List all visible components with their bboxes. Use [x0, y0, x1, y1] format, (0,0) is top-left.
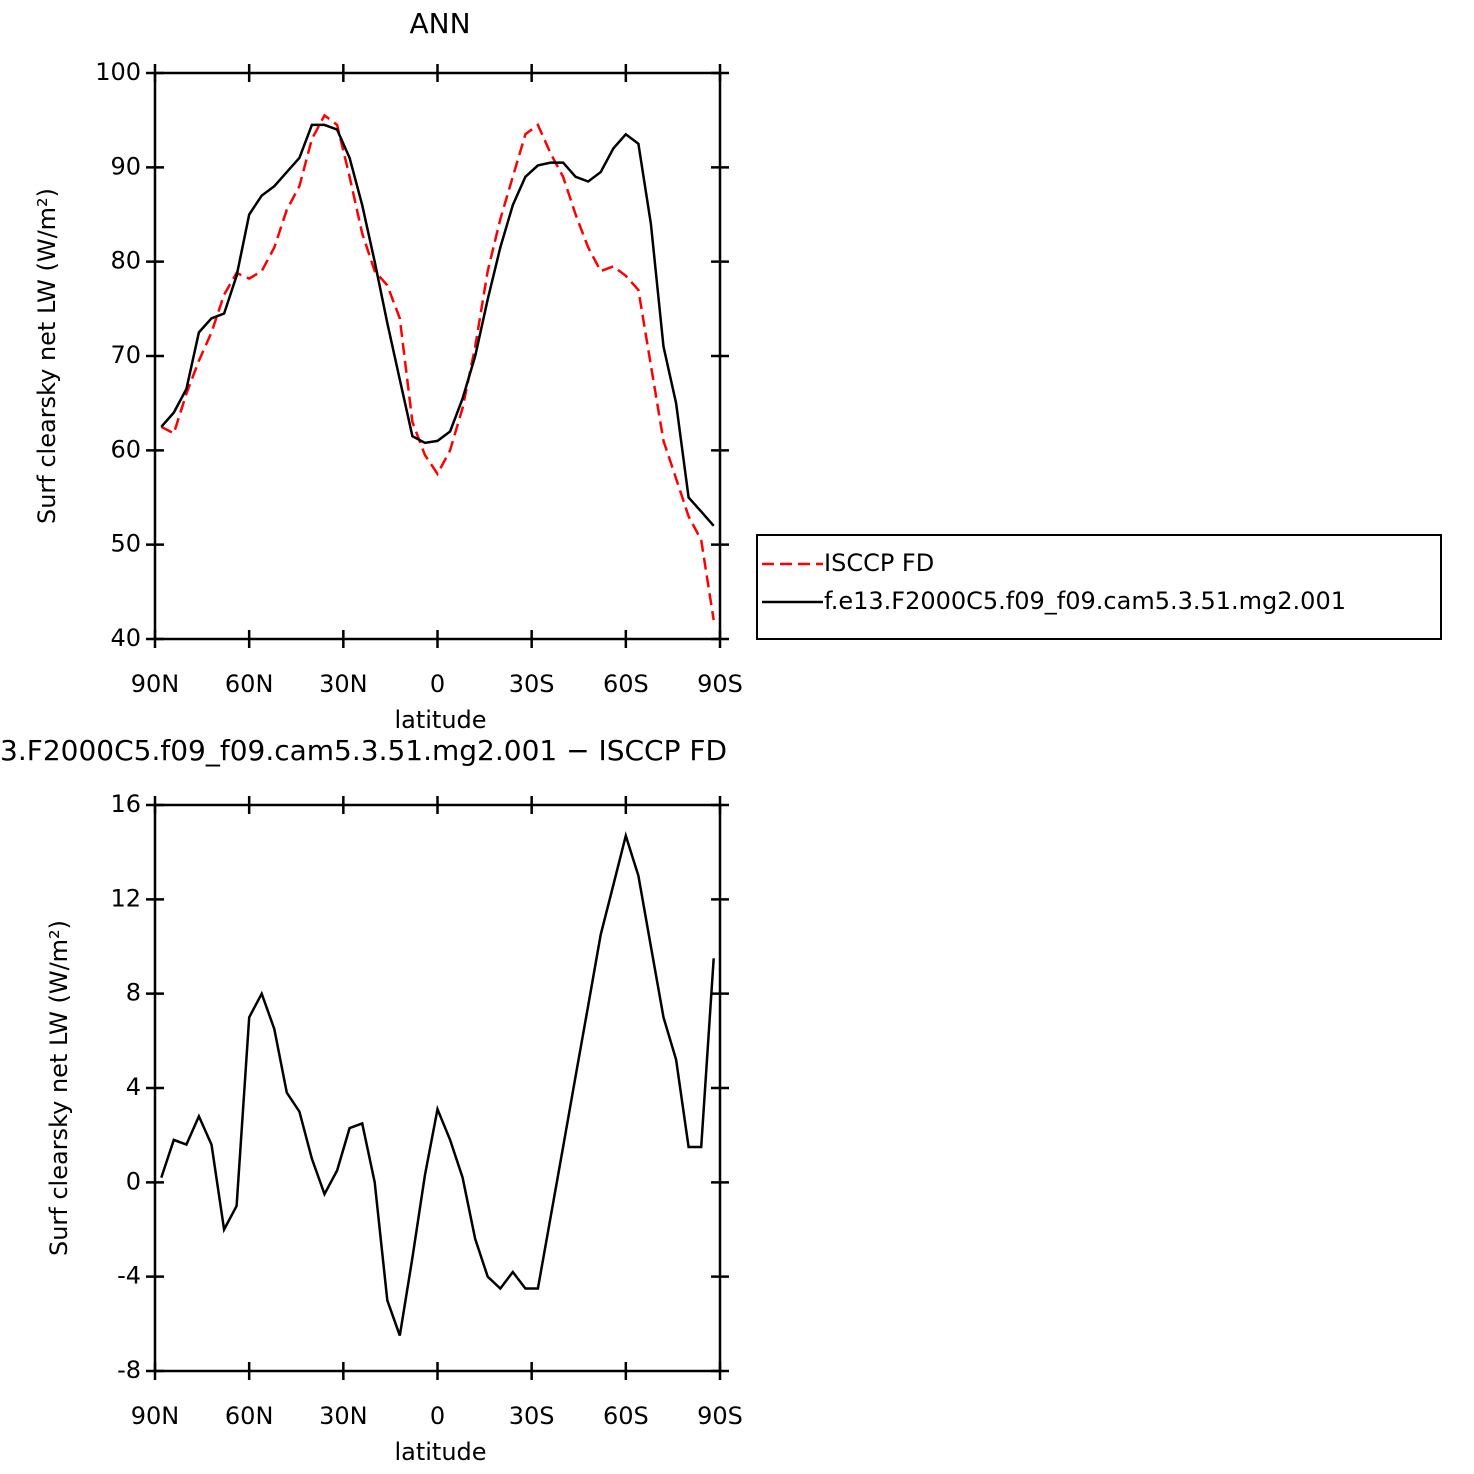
y-tick-label: -4 — [117, 1262, 141, 1290]
y-tick-label: 0 — [126, 1167, 141, 1195]
legend-box — [756, 534, 1442, 640]
legend-label: ISCCP FD — [824, 549, 934, 577]
plot-frame — [153, 71, 722, 641]
y-tick-label: 4 — [126, 1073, 141, 1101]
y-tick-label: 90 — [110, 152, 141, 180]
x-tick-label: 0 — [430, 1402, 445, 1430]
y-tick-label: 50 — [110, 530, 141, 558]
y-axis-label: Surf clearsky net LW (W/m²) — [45, 920, 73, 1256]
x-tick-label: 0 — [430, 670, 445, 698]
x-tick-label: 60S — [603, 1402, 649, 1430]
x-tick-label: 90S — [697, 670, 743, 698]
x-tick-label: 30N — [319, 670, 368, 698]
x-tick-label: 60N — [225, 1402, 274, 1430]
x-tick-label: 90N — [131, 1402, 180, 1430]
y-tick-label: 8 — [126, 979, 141, 1007]
y-tick-label: 12 — [110, 884, 141, 912]
x-tick-label: 90N — [131, 670, 180, 698]
data-line — [160, 831, 715, 1337]
chart-title: ANN — [409, 7, 470, 40]
x-tick-label: 90S — [697, 1402, 743, 1430]
y-tick-label: 16 — [110, 790, 141, 818]
x-tick-label: 30S — [509, 1402, 555, 1430]
legend-label: f.e13.F2000C5.f09_f09.cam5.3.51.mg2.001 — [824, 587, 1346, 615]
x-tick-label: 30N — [319, 1402, 368, 1430]
x-tick-label: 60S — [603, 670, 649, 698]
y-tick-label: 60 — [110, 435, 141, 463]
y-axis-label: Surf clearsky net LW (W/m²) — [33, 188, 61, 524]
y-tick-label: -8 — [117, 1356, 141, 1384]
x-axis-label: latitude — [394, 706, 486, 734]
x-axis-label: latitude — [394, 1438, 486, 1466]
y-tick-label: 40 — [110, 624, 141, 652]
chart-title: 3.F2000C5.f09_f09.cam5.3.51.mg2.001 − IS… — [0, 734, 727, 767]
y-tick-label: 70 — [110, 341, 141, 369]
x-tick-label: 60N — [225, 670, 274, 698]
plot-frame — [153, 803, 722, 1373]
data-line — [160, 113, 715, 621]
y-tick-label: 100 — [95, 58, 141, 86]
x-tick-label: 30S — [509, 670, 555, 698]
data-line — [160, 123, 715, 527]
y-tick-label: 80 — [110, 247, 141, 275]
